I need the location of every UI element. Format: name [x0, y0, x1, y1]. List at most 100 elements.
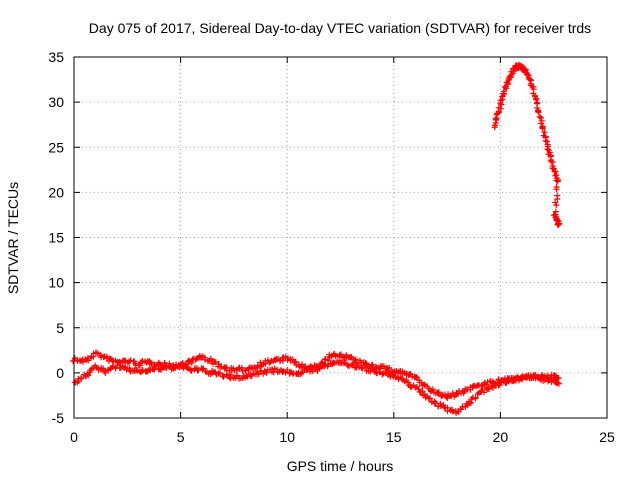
data-point [551, 376, 558, 383]
data-point [553, 202, 560, 209]
y-tick-label: 25 [48, 139, 64, 155]
grid-lines [74, 57, 607, 418]
data-point [382, 369, 389, 376]
data-point [202, 356, 209, 363]
data-point [82, 356, 89, 363]
data-point [284, 367, 291, 374]
data-point [137, 362, 144, 369]
y-tick-label: 5 [56, 320, 64, 336]
data-point [321, 356, 328, 363]
data-point [413, 374, 420, 381]
data-point [536, 113, 543, 120]
data-point [386, 370, 393, 377]
data-point [133, 366, 140, 373]
data-point [337, 351, 344, 358]
data-point [555, 380, 562, 387]
x-tick-label: 20 [493, 429, 509, 445]
data-point [183, 364, 190, 371]
x-tick-label: 0 [70, 429, 78, 445]
data-point [315, 364, 322, 371]
data-point [358, 364, 365, 371]
series-lower-band [71, 357, 562, 416]
x-tick-label: 25 [599, 429, 615, 445]
y-tick-label: 20 [48, 184, 64, 200]
data-point [539, 124, 546, 131]
data-point [257, 359, 264, 366]
axis-ticks: 0 5 10 15 20 25 -5 0 5 10 15 20 25 30 35 [48, 49, 615, 445]
data-point [352, 356, 359, 363]
data-point [542, 137, 549, 144]
data-point [485, 386, 492, 393]
y-axis-label: SDTVAR / TECUs [5, 182, 21, 294]
data-point [554, 196, 561, 203]
x-axis-label: GPS time / hours [287, 458, 394, 474]
data-point [157, 361, 164, 368]
data-point [544, 145, 551, 152]
data-point [472, 394, 479, 401]
data-point [123, 366, 130, 373]
data-point [492, 115, 499, 122]
data-point [474, 391, 481, 398]
data-point [429, 386, 436, 393]
data-point [455, 390, 462, 397]
data-point [552, 199, 559, 206]
data-point [127, 357, 134, 364]
data-point [434, 389, 441, 396]
y-tick-label: 10 [48, 275, 64, 291]
data-point [535, 109, 542, 116]
y-tick-label: 15 [48, 230, 64, 246]
data-point [134, 367, 141, 374]
data-point [499, 376, 506, 383]
data-point [217, 370, 224, 377]
y-tick-label: 30 [48, 94, 64, 110]
data-point [165, 362, 172, 369]
data-point [215, 360, 222, 367]
data-point [553, 177, 560, 184]
data-point [415, 386, 422, 393]
data-point [554, 379, 561, 386]
data-point [284, 355, 291, 362]
series-afternoon-arc [491, 61, 563, 228]
data-point [444, 408, 451, 415]
data-point [238, 364, 245, 371]
y-tick-label: 35 [48, 49, 64, 65]
data-point [536, 374, 543, 381]
x-tick-label: 5 [177, 429, 185, 445]
data-point [392, 373, 399, 380]
data-point [114, 362, 121, 369]
data-point [78, 374, 85, 381]
data-point [426, 395, 433, 402]
data-point [554, 178, 561, 185]
data-point [188, 359, 195, 366]
data-point [263, 369, 270, 376]
data-point [480, 389, 487, 396]
data-point [500, 88, 507, 95]
data-point [234, 372, 241, 379]
x-tick-label: 15 [386, 429, 402, 445]
data-point [553, 186, 560, 193]
data-point [184, 365, 191, 372]
data-point [267, 359, 274, 366]
data-points [70, 61, 563, 416]
data-point [350, 360, 357, 367]
data-point [555, 221, 562, 228]
data-point [532, 95, 539, 102]
data-point [279, 357, 286, 364]
data-point [468, 399, 475, 406]
x-tick-label: 10 [279, 429, 295, 445]
data-point [543, 138, 550, 145]
data-point [139, 366, 146, 373]
y-tick-label: 0 [56, 365, 64, 381]
y-tick-label: -5 [52, 410, 65, 426]
data-point [538, 114, 545, 121]
data-point [435, 390, 442, 397]
data-point [498, 101, 505, 108]
data-point [100, 365, 107, 372]
data-point [386, 364, 393, 371]
data-point [195, 367, 202, 374]
data-point [428, 399, 435, 406]
data-point [541, 129, 548, 136]
data-point [514, 373, 521, 380]
